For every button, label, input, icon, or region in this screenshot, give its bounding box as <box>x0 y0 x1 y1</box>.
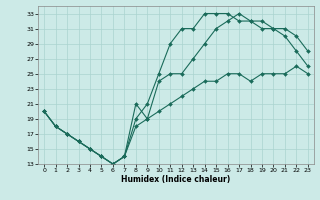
X-axis label: Humidex (Indice chaleur): Humidex (Indice chaleur) <box>121 175 231 184</box>
